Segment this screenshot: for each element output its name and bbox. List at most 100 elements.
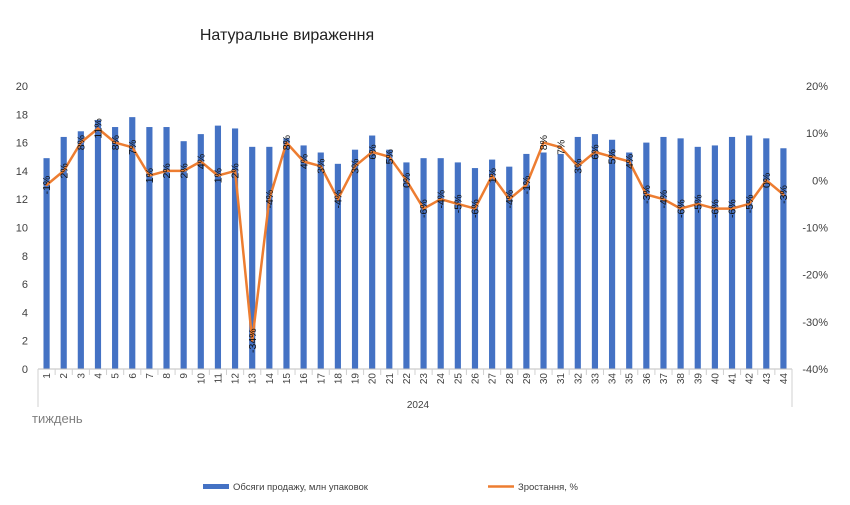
y-right-tick-label: -40%: [802, 364, 828, 376]
x-tick-label: 17: [316, 373, 327, 385]
growth-data-label: 8%: [110, 135, 122, 150]
growth-point: [251, 339, 254, 342]
growth-point: [593, 150, 597, 154]
growth-data-label: 4%: [624, 154, 636, 169]
growth-data-label: -1%: [41, 176, 53, 195]
volume-bar: [454, 162, 461, 369]
volume-bar: [489, 159, 496, 369]
volume-bar: [403, 162, 410, 369]
growth-data-label: 2%: [58, 163, 70, 178]
volume-bar: [43, 158, 50, 369]
x-tick-label: 31: [556, 373, 567, 385]
y-left-tick-label: 20: [16, 81, 28, 93]
growth-data-label: 4%: [298, 154, 310, 169]
bar-series: [43, 117, 787, 370]
x-tick-label: 28: [505, 373, 516, 385]
growth-data-label: -4%: [264, 190, 276, 209]
volume-bar: [369, 135, 376, 369]
x-tick-label: 9: [179, 373, 190, 379]
growth-data-label: -3%: [778, 185, 790, 204]
y-left-tick-label: 2: [22, 336, 28, 348]
growth-point: [747, 202, 751, 206]
growth-data-label: -6%: [418, 199, 430, 218]
axes: 02468101214161820-40%-30%-20%-10%0%10%20…: [16, 81, 828, 407]
y-right-tick-label: 10%: [806, 128, 828, 140]
x-tick-label: 15: [282, 373, 293, 385]
growth-point: [662, 198, 665, 201]
x-tick-label: 37: [659, 373, 670, 385]
x-tick-label: 19: [351, 373, 362, 385]
y-right-tick-label: 20%: [806, 81, 828, 93]
growth-data-label: -6%: [470, 199, 482, 218]
growth-data-label: 3%: [572, 159, 584, 174]
growth-point: [610, 155, 614, 158]
growth-point: [730, 207, 734, 210]
growth-data-label: 2%: [161, 163, 173, 178]
volume-bar: [728, 136, 736, 369]
growth-data-label: 4%: [195, 154, 207, 169]
x-tick-label: 3: [76, 373, 87, 379]
growth-point: [456, 202, 460, 206]
volume-bar: [77, 131, 84, 369]
y-left-tick-label: 4: [22, 307, 28, 319]
growth-point: [45, 183, 48, 187]
x-tick-label: 20: [368, 373, 379, 385]
x-tick-label: 34: [608, 373, 619, 385]
growth-point: [131, 146, 134, 149]
volume-bar: [386, 149, 393, 369]
growth-data-label: -1%: [521, 176, 533, 195]
x-tick-label: 12: [231, 373, 242, 385]
growth-point: [508, 198, 511, 201]
x-axis-title: тиждень: [32, 411, 83, 426]
volume-bar: [231, 128, 239, 369]
growth-data-label: 0%: [401, 173, 413, 188]
growth-data-label: -6%: [675, 199, 687, 218]
volume-bar: [626, 152, 633, 369]
y-right-tick-label: -30%: [802, 317, 828, 329]
growth-point: [388, 155, 391, 158]
growth-point: [628, 160, 631, 163]
growth-data-label: 3%: [315, 159, 327, 174]
growth-data-label: 11%: [93, 118, 105, 138]
volume-bar: [266, 146, 273, 369]
volume-bar: [163, 127, 170, 369]
legend-label-volume: Обсяги продажу, млн упаковок: [233, 482, 369, 493]
growth-point: [353, 164, 357, 168]
growth-point: [422, 207, 425, 210]
volume-bar: [112, 127, 119, 369]
growth-line: [45, 127, 785, 342]
volume-bar: [214, 125, 222, 370]
growth-data-label: 5%: [384, 149, 396, 164]
x-tick-label: 38: [676, 373, 687, 385]
legend: Обсяги продажу, млн упаковок Зростання, …: [203, 482, 578, 493]
growth-point: [713, 207, 717, 210]
volume-bar: [746, 135, 753, 369]
growth-data-label: -4%: [435, 190, 447, 209]
growth-data-label: 8%: [76, 135, 88, 150]
x-tick-label: 44: [779, 373, 790, 385]
growth-data-label: -5%: [453, 195, 465, 214]
volume-bar: [249, 146, 256, 369]
growth-data-label: -34%: [247, 328, 259, 353]
growth-data-label: 6%: [590, 144, 602, 159]
data-labels: -1% 2% 8% 11% 8% 7% 1% 2% 2% 4% 1% 2% -34% -4% 8% 4% 3% -…: [41, 118, 790, 353]
growth-point: [79, 141, 83, 144]
growth-point: [490, 174, 494, 177]
y-right-tick-label: 0%: [812, 175, 828, 187]
volume-bar: [60, 136, 67, 369]
growth-data-label: 1%: [213, 168, 225, 183]
y-left-tick-label: 12: [16, 194, 28, 206]
growth-data-label: 2%: [230, 163, 242, 178]
growth-point: [319, 164, 322, 168]
volume-bar: [420, 158, 427, 369]
growth-point: [285, 141, 288, 144]
x-tick-label: 6: [128, 373, 139, 379]
x-tick-label: 24: [436, 373, 447, 385]
volume-bar: [677, 138, 684, 369]
volume-bar: [94, 119, 102, 370]
x-tick-label: 13: [248, 373, 259, 385]
x-tick-label: 42: [745, 373, 756, 385]
growth-point: [113, 141, 117, 144]
volume-bar: [574, 136, 581, 369]
x-group-label: 2024: [407, 400, 430, 411]
